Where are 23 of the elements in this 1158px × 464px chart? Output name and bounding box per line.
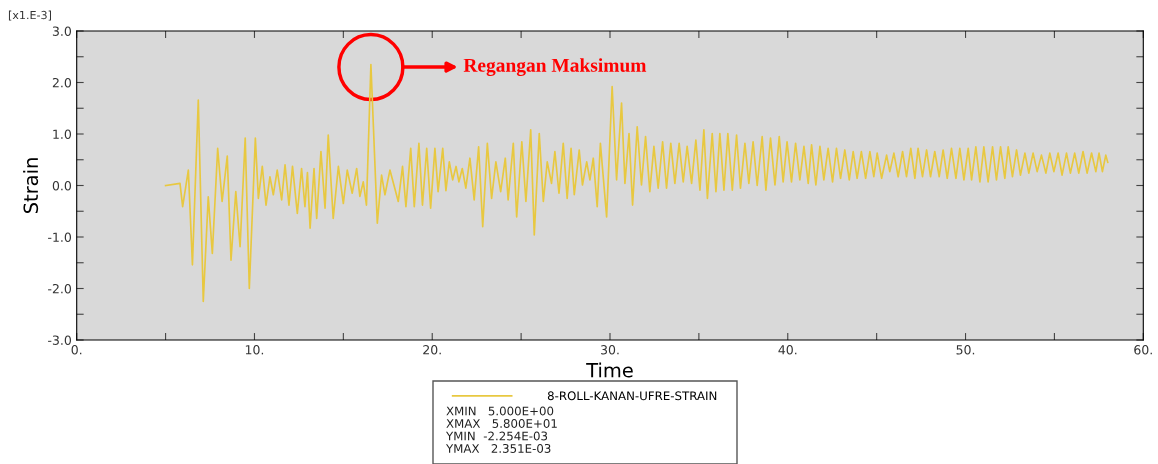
annotation: Regangan Maksimum [463,58,647,76]
y-tick-label: -2.0 [48,283,72,294]
y-tick-label: 1.0 [53,129,72,139]
y-tick-label: 2.0 [52,77,72,88]
text: 8-ROLL-KANAN-UFRE-STRAIN [547,391,717,401]
x-tick-label: 20. [423,345,441,355]
x-tick-label: 40. [778,345,797,355]
x-tick-label: 0. [71,345,82,355]
y-tick-label: -1.0 [48,232,72,242]
y-tick-label: 3.0 [52,26,72,36]
text: XMIN 5.000E+00 [446,406,554,416]
text: [x1.E-3] [8,10,51,21]
x-tick-label: 10. [245,345,264,355]
y-axis-title: Strain [23,158,39,214]
text: YMAX 2.351E-03 [445,444,551,453]
x-axis-title: Time [586,362,633,378]
x-tick-label: 60. [1134,345,1152,355]
x-tick-label: 50. [956,345,975,355]
text: YMIN -2.254E-03 [445,431,548,441]
text: XMAX 5.800E+01 [446,419,557,428]
y-tick-label: 0.0 [52,180,72,191]
y-tick-label: -3.0 [48,335,72,345]
x-tick-label: 30. [601,345,619,355]
